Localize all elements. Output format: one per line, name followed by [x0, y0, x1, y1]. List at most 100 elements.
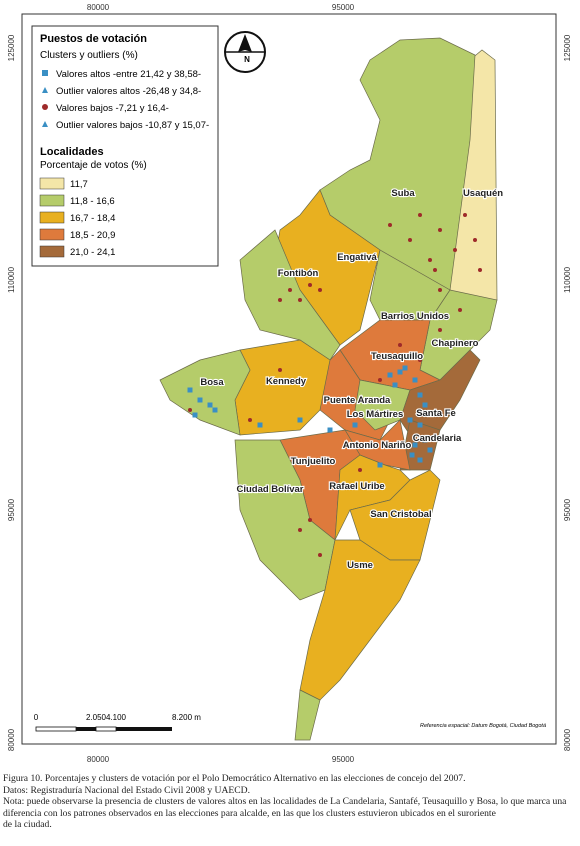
- legend-title: Localidades: [40, 146, 104, 158]
- station-low: [473, 238, 477, 242]
- station-low: [388, 223, 392, 227]
- caption-line: Datos: Registraduría Nacional del Estado…: [3, 784, 250, 796]
- legend-entry: 16,7 - 18,4: [70, 213, 115, 224]
- locality-label: Chapinero: [432, 338, 479, 349]
- legend-entry: 18,5 - 20,9: [70, 230, 115, 241]
- caption-line: diferencia con los patrones observados e…: [3, 807, 496, 819]
- locality-label: Puente Aranda: [324, 395, 391, 406]
- legend-entry: Valores bajos -7,21 y 16,4-: [56, 103, 169, 114]
- legend-subtitle: Porcentaje de votos (%): [40, 160, 147, 171]
- station-low: [188, 408, 192, 412]
- locality-label: Los Mártires: [347, 409, 404, 420]
- station-low: [318, 288, 322, 292]
- station-high: [187, 387, 193, 393]
- station-high: [402, 365, 408, 371]
- station-low: [288, 288, 292, 292]
- station-low: [458, 308, 462, 312]
- station-low: [358, 468, 362, 472]
- legend-subtitle: Clusters y outliers (%): [40, 50, 138, 61]
- scale-label: 8.200 m: [172, 713, 201, 722]
- legend-title: Puestos de votación: [40, 33, 147, 45]
- station-low: [418, 358, 422, 362]
- station-high: [352, 422, 358, 428]
- scale-label: 2.050: [86, 713, 107, 722]
- station-high: [417, 392, 423, 398]
- station-low: [318, 553, 322, 557]
- station-high: [257, 422, 263, 428]
- coord-label: 110000: [563, 266, 572, 293]
- station-low: [408, 238, 412, 242]
- caption-line: Figura 10. Porcentajes y clusters de vot…: [3, 773, 466, 784]
- station-low: [298, 528, 302, 532]
- station-high: [417, 422, 423, 428]
- station-high: [407, 417, 413, 423]
- north-arrow: [224, 31, 266, 73]
- reference: Referencia espacial: Datum Bogotá, Ciuda…: [420, 723, 546, 729]
- locality-label: Ciudad Bolívar: [236, 484, 303, 495]
- legend-entry: Valores altos -entre 21,42 y 38,58-: [56, 69, 201, 80]
- station-high: [412, 442, 418, 448]
- coord-label: 80000: [87, 3, 110, 12]
- locality-label: Rafael Uribe: [329, 481, 384, 492]
- coord-label: 95000: [332, 755, 355, 764]
- scale-bar: [35, 726, 172, 732]
- legend-entry: Outlier valores bajos -10,87 y 15,07-: [56, 120, 209, 131]
- legend-box: [31, 25, 219, 267]
- locality-label: Engativá: [337, 252, 377, 263]
- station-high: [392, 382, 398, 388]
- station-low: [278, 368, 282, 372]
- station-high: [297, 417, 303, 423]
- locality-label: Santa Fe: [416, 408, 456, 419]
- station-high: [327, 427, 333, 433]
- station-high: [417, 457, 423, 463]
- station-low: [298, 298, 302, 302]
- station-high: [212, 407, 218, 413]
- station-low: [428, 258, 432, 262]
- station-low: [433, 268, 437, 272]
- station-low: [378, 378, 382, 382]
- station-low: [463, 213, 467, 217]
- station-low: [308, 518, 312, 522]
- legend-entry: Outlier valores altos -26,48 y 34,8-: [56, 86, 201, 97]
- station-low: [418, 213, 422, 217]
- coord-label: 125000: [563, 34, 572, 61]
- north-label: N: [244, 55, 250, 64]
- legend-entry: 21,0 - 24,1: [70, 247, 115, 258]
- locality-label: Usaquén: [463, 188, 503, 199]
- scale-label: 0: [34, 713, 39, 722]
- station-low: [478, 268, 482, 272]
- locality-label: Candelaria: [413, 433, 462, 444]
- station-high: [197, 397, 203, 403]
- station-high: [377, 462, 383, 468]
- legend-entry: 11,8 - 16,6: [70, 196, 115, 207]
- locality-label: San Cristobal: [370, 509, 431, 520]
- station-high: [427, 447, 433, 453]
- voting-stations: [187, 213, 482, 557]
- station-high: [387, 372, 393, 378]
- station-high: [409, 452, 415, 458]
- coord-label: 95000: [332, 3, 355, 12]
- scale-label: 4.100: [106, 713, 127, 722]
- locality-label: Kennedy: [266, 376, 307, 387]
- station-high: [207, 402, 213, 408]
- locality-label: Teusaquillo: [371, 351, 423, 362]
- locality-label: Suba: [391, 188, 415, 199]
- station-high: [192, 412, 198, 418]
- station-low: [248, 418, 252, 422]
- station-high: [422, 437, 428, 443]
- station-low: [453, 248, 457, 252]
- coord-label: 95000: [7, 498, 16, 521]
- locality-label: Barrios Unidos: [381, 311, 449, 322]
- coord-label: 80000: [87, 755, 110, 764]
- station-low: [438, 228, 442, 232]
- locality-label: Bosa: [200, 377, 224, 388]
- caption-line: de la ciudad.: [3, 819, 52, 830]
- station-low: [438, 288, 442, 292]
- coord-label: 110000: [7, 266, 16, 293]
- coord-label: 95000: [563, 498, 572, 521]
- station-high: [412, 377, 418, 383]
- locality-label: Tunjuelito: [291, 456, 336, 467]
- legend-entry: 11,7: [70, 179, 88, 190]
- coord-label: 80000: [563, 728, 572, 751]
- station-low: [278, 298, 282, 302]
